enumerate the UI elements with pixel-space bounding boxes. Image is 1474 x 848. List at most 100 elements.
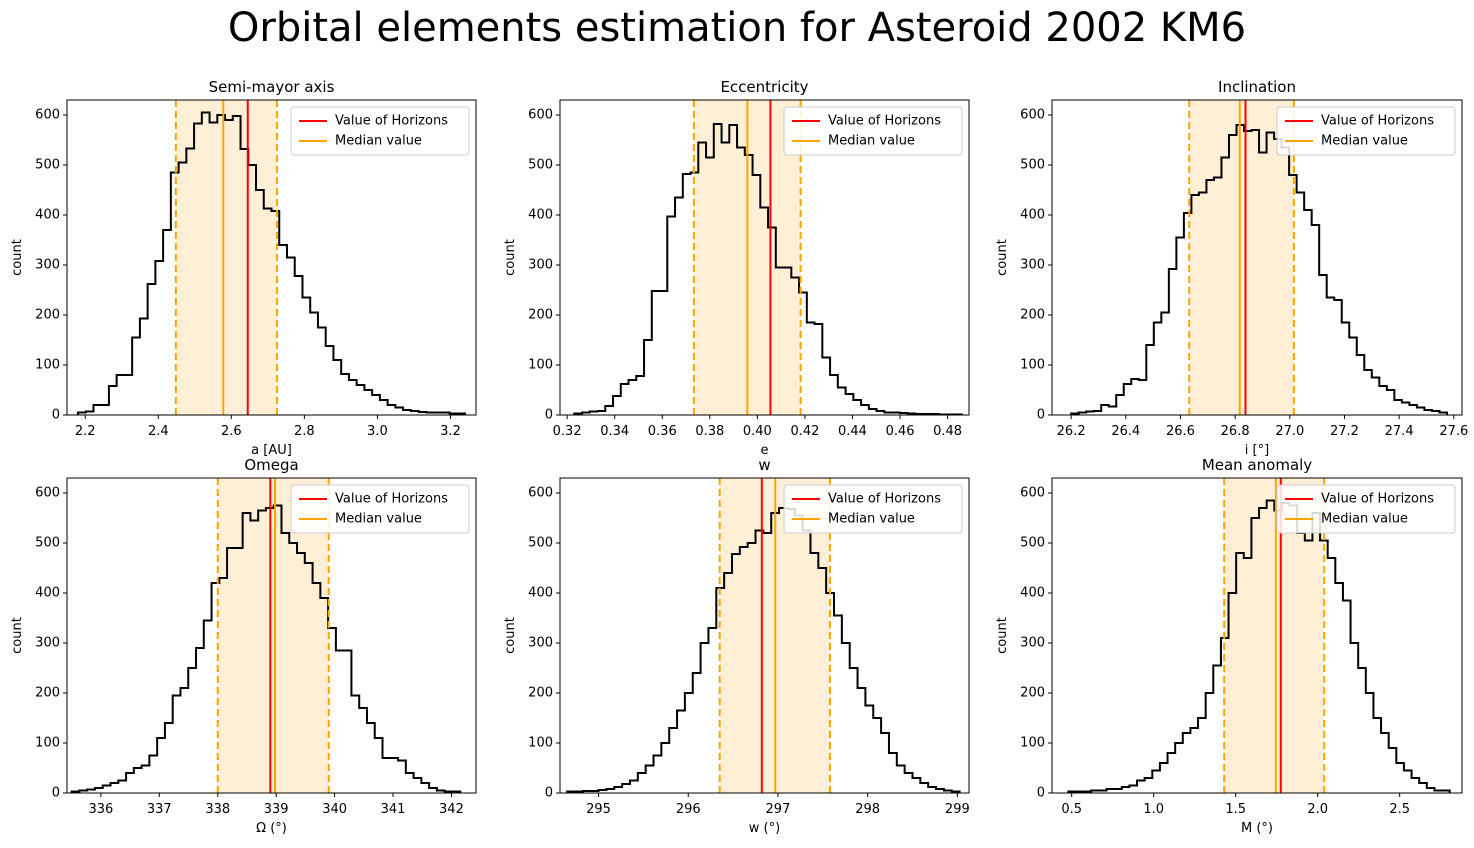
- x-tick-label: 2.2: [75, 424, 96, 439]
- legend-median-label: Median value: [828, 134, 915, 149]
- x-tick-label: 0.44: [838, 424, 867, 439]
- x-tick-label: 0.46: [886, 424, 915, 439]
- subplot-1: 0 100 200 300 400 500 600 2.2 2.4 2.6 2.8 3.0 3.2 Sem…: [10, 78, 477, 458]
- legend-horizons-label: Value of Horizons: [1321, 492, 1434, 507]
- x-tick-label: 340: [322, 802, 347, 817]
- histogram-steps: [566, 507, 961, 793]
- y-tick-label: 0: [1037, 408, 1045, 423]
- axes-frame: [559, 477, 970, 794]
- legend: Value of Horizons Median value: [783, 484, 963, 534]
- y-tick-label: 0: [545, 408, 553, 423]
- x-axis-label: e: [761, 443, 769, 458]
- y-tick-label: 600: [35, 486, 60, 501]
- y-tick-label: 500: [528, 536, 553, 551]
- x-tick-label: 0.34: [600, 424, 629, 439]
- subplot-title: Semi-mayor axis: [209, 78, 335, 96]
- y-tick-label: 100: [528, 736, 553, 751]
- y-tick-label: 100: [35, 358, 60, 373]
- x-tick-label: 295: [586, 802, 611, 817]
- y-tick-label: 400: [1020, 208, 1045, 223]
- y-axis-label: count: [10, 239, 25, 276]
- y-tick-label: 600: [1020, 108, 1045, 123]
- y-tick-label: 200: [528, 686, 553, 701]
- y-tick-label: 500: [1020, 536, 1045, 551]
- x-tick-label: 2.6: [221, 424, 242, 439]
- axes-frame: [559, 99, 970, 416]
- x-axis-label: M (°): [1241, 821, 1273, 836]
- axes-frame: [66, 477, 477, 794]
- confidence-band: [1189, 100, 1294, 415]
- x-tick-label: 1.0: [1143, 802, 1164, 817]
- y-tick-label: 400: [528, 586, 553, 601]
- subplot-6: 0 100 200 300 400 500 600 0.5 1.0 1.5 2.0 2.5 Mean a…: [995, 456, 1463, 836]
- x-tick-label: 26.4: [1111, 424, 1140, 439]
- y-tick-label: 400: [528, 208, 553, 223]
- subplot-3: 0 100 200 300 400 500 600 26.2 26.4 26.6 26.8 27.0 2…: [995, 78, 1468, 458]
- y-tick-label: 600: [528, 108, 553, 123]
- x-tick-label: 27.0: [1275, 424, 1304, 439]
- subplot-title: w: [758, 456, 770, 474]
- y-tick-label: 0: [545, 786, 553, 801]
- x-tick-label: 0.40: [743, 424, 772, 439]
- legend: Value of Horizons Median value: [290, 106, 470, 156]
- legend-box: [290, 484, 470, 534]
- y-tick-label: 0: [1037, 786, 1045, 801]
- x-tick-label: 3.2: [440, 424, 461, 439]
- y-tick-label: 500: [35, 536, 60, 551]
- y-tick-label: 300: [1020, 636, 1045, 651]
- x-tick-label: 341: [381, 802, 406, 817]
- x-tick-label: 0.48: [933, 424, 962, 439]
- axes-frame: [1051, 99, 1463, 416]
- histogram-steps: [1067, 499, 1451, 793]
- y-tick-label: 400: [1020, 586, 1045, 601]
- subplot-title: Inclination: [1218, 78, 1296, 96]
- x-tick-label: 2.4: [148, 424, 169, 439]
- y-tick-label: 200: [35, 686, 60, 701]
- x-tick-label: 0.5: [1061, 802, 1082, 817]
- x-tick-label: 298: [855, 802, 880, 817]
- x-tick-label: 342: [439, 802, 464, 817]
- y-axis-label: count: [995, 239, 1010, 276]
- axes-frame: [1051, 477, 1463, 794]
- y-tick-label: 300: [528, 636, 553, 651]
- x-tick-label: 297: [766, 802, 791, 817]
- y-tick-label: 200: [35, 308, 60, 323]
- plot-area: [573, 100, 963, 415]
- legend: Value of Horizons Median value: [1276, 484, 1456, 534]
- y-tick-label: 600: [35, 108, 60, 123]
- x-tick-label: 26.8: [1221, 424, 1250, 439]
- x-axis-label: a [AU]: [251, 443, 292, 458]
- figure-title: Orbital elements estimation for Asteroid…: [227, 5, 1247, 51]
- legend-box: [783, 106, 963, 156]
- x-axis-label: w (°): [749, 821, 780, 836]
- legend-median-label: Median value: [335, 512, 422, 527]
- y-axis-label: count: [995, 617, 1010, 654]
- y-tick-label: 300: [1020, 258, 1045, 273]
- subplot-title: Mean anomaly: [1202, 456, 1312, 474]
- subplot-title: Omega: [244, 456, 298, 474]
- x-tick-label: 27.2: [1330, 424, 1359, 439]
- x-tick-label: 26.6: [1166, 424, 1195, 439]
- y-axis-label: count: [10, 617, 25, 654]
- legend-box: [290, 106, 470, 156]
- x-tick-label: 0.36: [648, 424, 677, 439]
- legend-horizons-label: Value of Horizons: [335, 114, 448, 129]
- x-tick-label: 27.6: [1439, 424, 1468, 439]
- x-tick-label: 299: [945, 802, 970, 817]
- histogram-steps: [573, 123, 963, 415]
- y-tick-label: 0: [52, 786, 60, 801]
- x-tick-label: 2.8: [294, 424, 315, 439]
- histogram-steps: [1070, 124, 1448, 415]
- x-tick-label: 3.0: [367, 424, 388, 439]
- y-tick-label: 300: [528, 258, 553, 273]
- legend-box: [1276, 106, 1456, 156]
- plot-area: [1070, 100, 1448, 415]
- x-tick-label: 0.38: [695, 424, 724, 439]
- x-tick-label: 27.4: [1385, 424, 1414, 439]
- x-tick-label: 0.42: [790, 424, 819, 439]
- legend-horizons-label: Value of Horizons: [1321, 114, 1434, 129]
- x-tick-label: 2.0: [1307, 802, 1328, 817]
- y-tick-label: 200: [1020, 308, 1045, 323]
- legend-median-label: Median value: [335, 134, 422, 149]
- legend-median-label: Median value: [828, 512, 915, 527]
